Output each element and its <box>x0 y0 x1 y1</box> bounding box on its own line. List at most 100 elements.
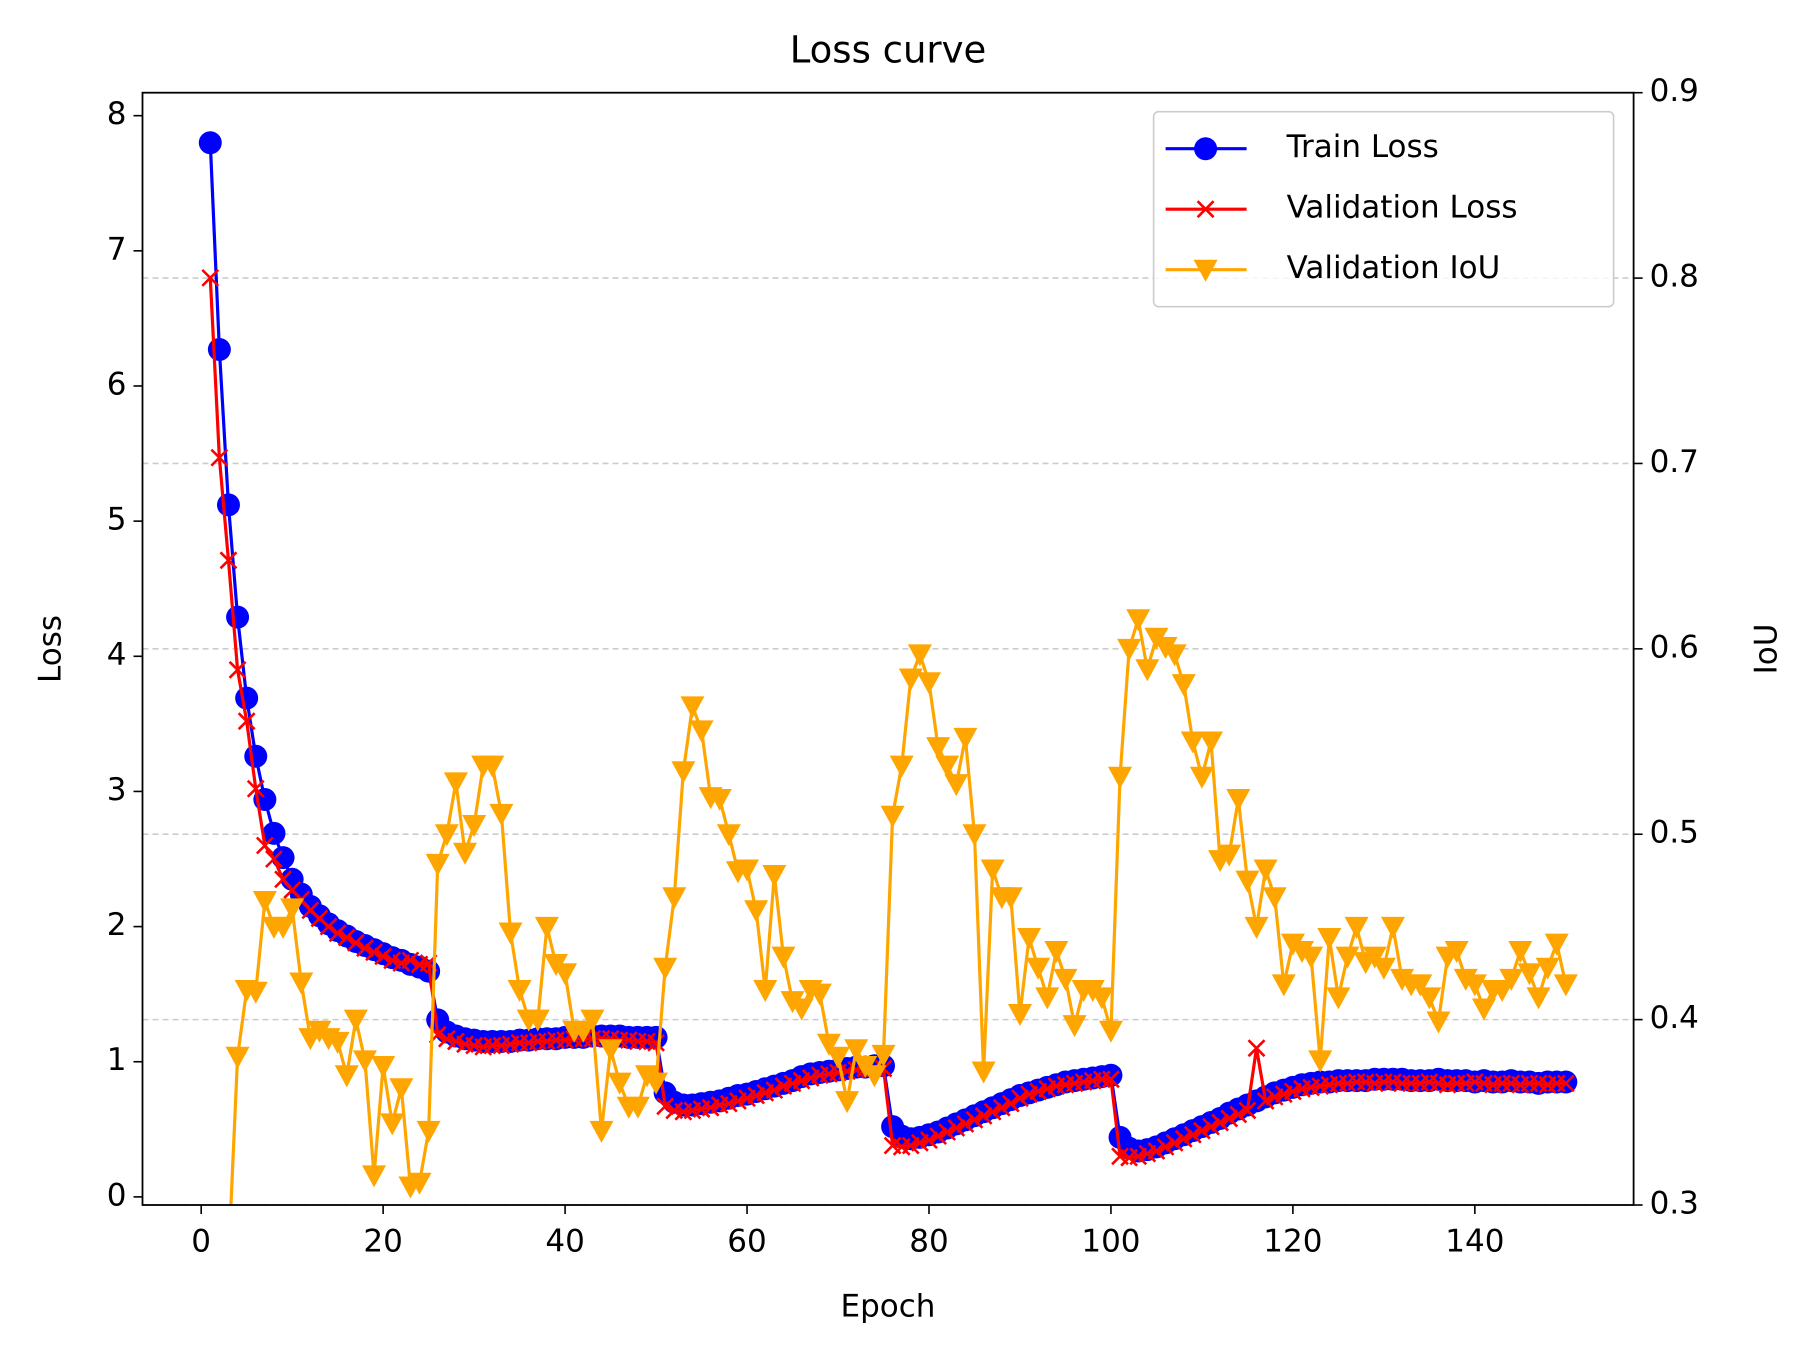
y2-tick-label: 0.5 <box>1650 815 1699 851</box>
marker <box>998 887 1023 910</box>
legend-label: Validation IoU <box>1287 250 1501 286</box>
x-tick-label: 140 <box>1445 1224 1504 1260</box>
marker <box>1026 957 1051 980</box>
marker <box>362 1165 387 1188</box>
marker <box>1053 968 1078 991</box>
x-tick-label: 20 <box>363 1224 402 1260</box>
marker <box>1001 1094 1020 1113</box>
marker <box>443 772 468 795</box>
marker <box>625 1096 650 1119</box>
y2-tick-label: 0.7 <box>1650 444 1699 480</box>
marker <box>916 672 941 695</box>
marker <box>237 712 256 731</box>
marker <box>647 1033 665 1052</box>
marker <box>498 922 523 945</box>
marker <box>1426 1011 1451 1034</box>
marker <box>926 737 951 760</box>
marker <box>434 824 459 847</box>
legend-box <box>1152 110 1615 308</box>
marker <box>1526 987 1551 1010</box>
marker <box>1380 916 1405 939</box>
marker <box>1098 1020 1123 1043</box>
marker <box>343 1009 368 1032</box>
marker <box>480 755 505 778</box>
marker <box>407 1172 432 1195</box>
marker <box>1335 946 1360 969</box>
marker <box>744 900 769 923</box>
marker <box>1517 963 1542 986</box>
marker <box>1193 1121 1211 1140</box>
marker <box>246 779 265 798</box>
marker <box>1171 674 1196 697</box>
x-tick-label: 80 <box>909 1224 948 1260</box>
marker <box>880 805 905 828</box>
y2-tick-label: 0.6 <box>1650 629 1699 665</box>
marker <box>1196 200 1215 219</box>
marker <box>956 1114 975 1133</box>
marker <box>1408 974 1433 997</box>
marker <box>1499 968 1524 991</box>
marker <box>280 898 305 921</box>
marker <box>580 1009 605 1032</box>
marker <box>243 981 268 1004</box>
y-tick-label: 0 <box>107 1177 127 1213</box>
marker <box>1244 916 1269 939</box>
marker <box>1102 1070 1120 1089</box>
marker <box>210 448 229 467</box>
marker <box>328 924 347 943</box>
x-tick-label: 100 <box>1081 1224 1140 1260</box>
marker <box>1017 928 1042 951</box>
marker <box>198 131 222 155</box>
marker <box>289 972 314 995</box>
marker <box>1362 946 1387 969</box>
marker <box>1271 974 1296 997</box>
marker <box>201 268 220 287</box>
marker <box>1183 1125 1202 1144</box>
y2-axis-label: IoU <box>1749 624 1785 675</box>
marker <box>816 1033 841 1056</box>
marker <box>920 1131 938 1150</box>
marker <box>1256 1092 1275 1110</box>
marker <box>1217 844 1242 867</box>
marker <box>462 814 487 837</box>
marker <box>980 859 1005 882</box>
marker <box>1508 941 1533 964</box>
marker <box>1211 1113 1230 1132</box>
marker <box>944 774 969 797</box>
marker <box>1220 1109 1239 1128</box>
marker <box>1371 957 1396 980</box>
marker <box>1174 1129 1193 1148</box>
marker <box>216 493 240 517</box>
marker <box>771 946 796 969</box>
marker <box>1444 941 1469 964</box>
marker <box>1544 933 1569 956</box>
marker <box>971 1061 996 1084</box>
marker <box>1326 987 1351 1010</box>
marker <box>983 1102 1002 1121</box>
marker <box>1453 968 1478 991</box>
marker <box>356 939 374 958</box>
y2-tick-label: 0.4 <box>1650 1000 1699 1036</box>
marker <box>389 1078 414 1101</box>
marker <box>1556 1074 1575 1093</box>
marker <box>844 1039 869 1062</box>
marker <box>401 951 420 970</box>
marker <box>598 1039 623 1062</box>
marker <box>871 1044 896 1067</box>
marker <box>553 963 578 986</box>
marker <box>1235 870 1260 893</box>
marker <box>807 983 832 1006</box>
y-tick-label: 6 <box>107 366 127 402</box>
marker <box>1156 1137 1175 1156</box>
marker <box>374 947 393 966</box>
marker <box>1126 609 1151 632</box>
marker <box>1308 1050 1333 1073</box>
marker <box>525 1009 550 1032</box>
y-tick-label: 4 <box>107 637 127 673</box>
marker <box>1135 659 1160 682</box>
marker <box>1194 137 1218 161</box>
marker <box>1247 1039 1266 1058</box>
marker <box>835 1091 860 1114</box>
marker <box>1390 968 1415 991</box>
